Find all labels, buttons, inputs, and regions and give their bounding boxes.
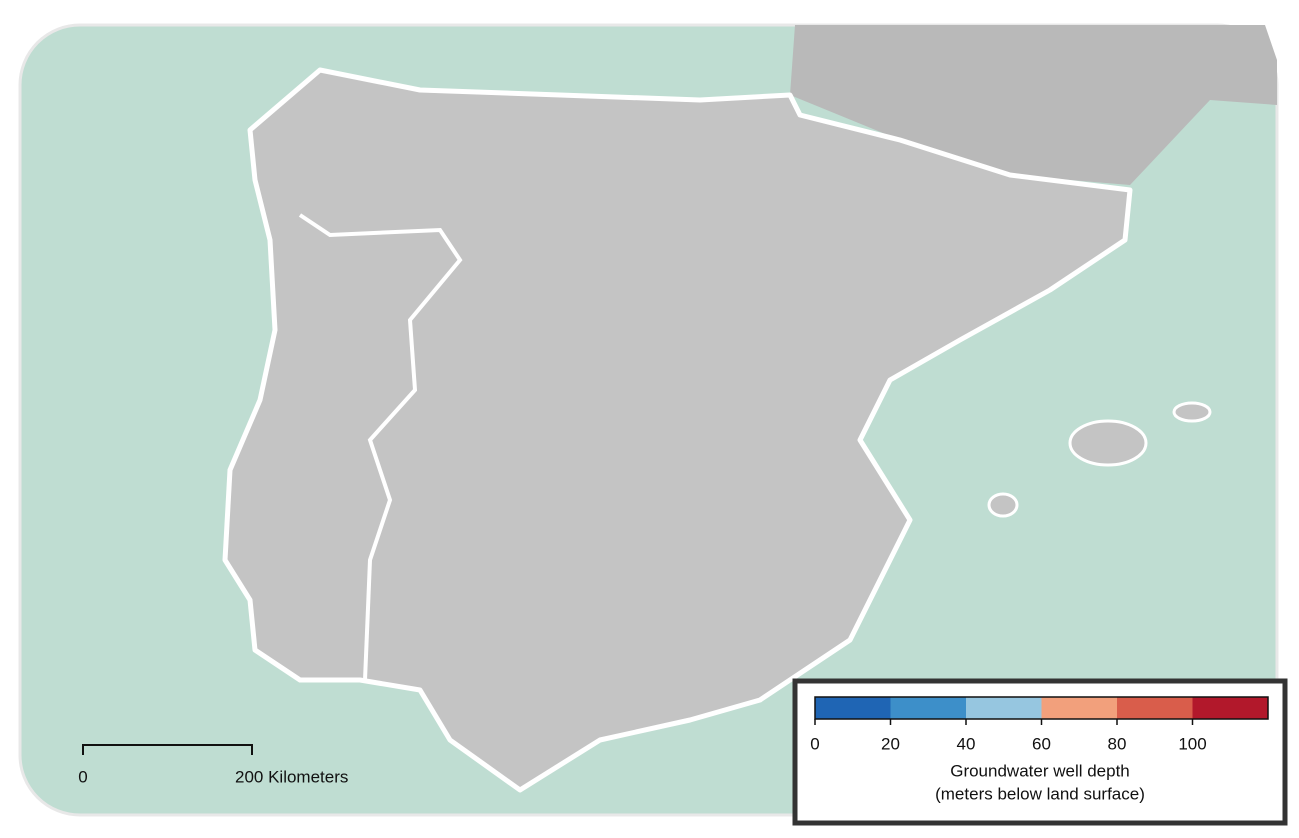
colorbar-frame (814, 696, 1269, 720)
scale-label: 0 (78, 767, 87, 786)
legend-tick-label: 100 (1178, 734, 1206, 753)
legend-title: (meters below land surface) (935, 784, 1145, 803)
legend-tick-label: 60 (1032, 734, 1051, 753)
legend: Groundwater well depth (meters below lan… (810, 696, 1269, 803)
legend-title: Groundwater well depth (950, 761, 1130, 780)
color-bin (1041, 697, 1117, 719)
color-bin (966, 697, 1042, 719)
color-bin (815, 697, 891, 719)
border-portugal (298, 213, 463, 681)
france (790, 25, 1277, 185)
legend-tick-label: 40 (957, 734, 976, 753)
scale-label: 200 Kilometers (235, 767, 348, 786)
color-bin (890, 697, 966, 719)
menorca (1172, 401, 1212, 423)
legend-tick-label: 80 (1108, 734, 1127, 753)
color-bin (1192, 697, 1268, 719)
scale-bar: 0 200 Kilometers (78, 744, 348, 786)
ibiza (987, 492, 1019, 518)
legend-tick-label: 20 (881, 734, 900, 753)
border-france (788, 94, 1131, 192)
mallorca (1068, 419, 1148, 467)
scale-bar-line (82, 744, 253, 755)
legend-tick-label: 0 (810, 734, 819, 753)
color-bin (1117, 697, 1193, 719)
